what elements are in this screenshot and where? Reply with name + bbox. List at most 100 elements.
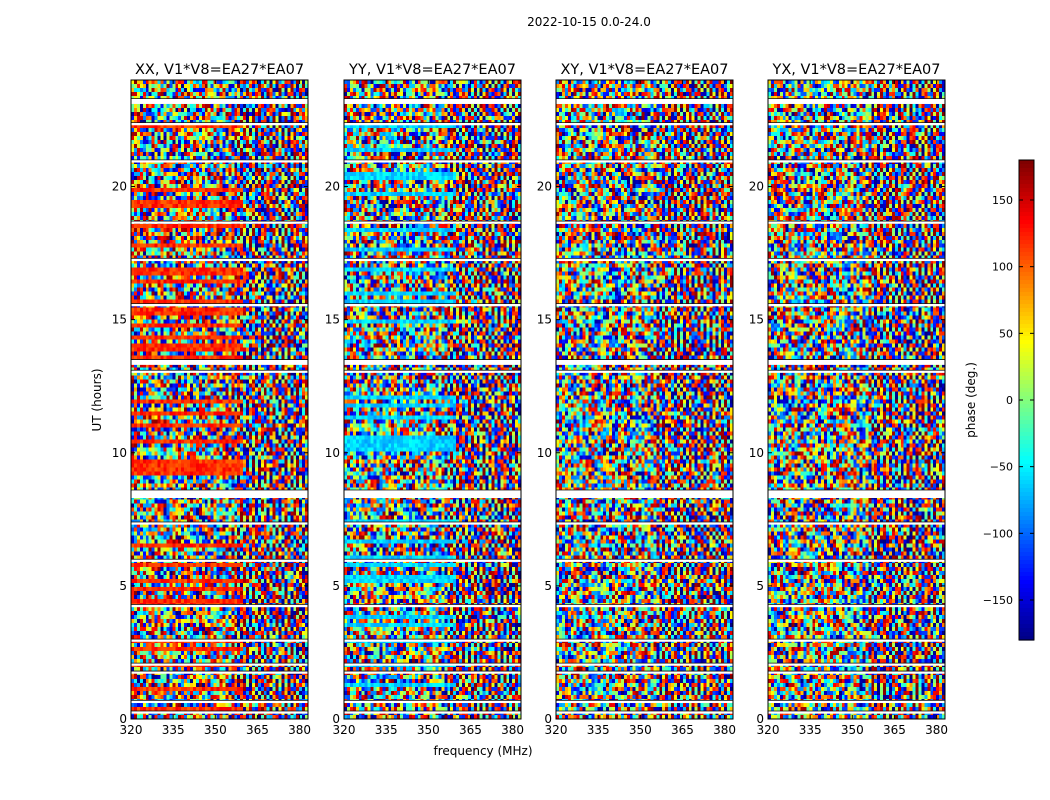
- colorbar-segment: [1019, 188, 1034, 193]
- colorbar-segment: [1019, 404, 1034, 409]
- colorbar-segment: [1019, 400, 1034, 405]
- colorbar-segment: [1019, 216, 1034, 221]
- x-tick-label: 380: [288, 723, 311, 737]
- colorbar-segment: [1019, 296, 1034, 301]
- colorbar-segment: [1019, 212, 1034, 217]
- colorbar-segment: [1019, 376, 1034, 381]
- flagged-band: [768, 221, 945, 224]
- colorbar-segment: [1019, 352, 1034, 357]
- colorbar-segment: [1019, 536, 1034, 541]
- flagged-band: [556, 663, 733, 666]
- colorbar-segment: [1019, 448, 1034, 453]
- flagged-band: [768, 700, 945, 704]
- colorbar-segment: [1019, 540, 1034, 545]
- colorbar-segment: [1019, 428, 1034, 433]
- y-tick-label: 10: [749, 446, 764, 460]
- x-tick-label: 365: [671, 723, 694, 737]
- colorbar-segment: [1019, 364, 1034, 369]
- panel-frame: [555, 79, 734, 720]
- flagged-band: [344, 370, 521, 373]
- colorbar-segment: [1019, 264, 1034, 269]
- y-tick-label: 10: [537, 446, 552, 460]
- colorbar-segment: [1019, 236, 1034, 241]
- flagged-band: [768, 159, 945, 163]
- colorbar-segment: [1019, 484, 1034, 489]
- colorbar-segment: [1019, 600, 1034, 605]
- colorbar-segment: [1019, 436, 1034, 441]
- flagged-band: [344, 639, 521, 642]
- x-tick-label: 365: [883, 723, 906, 737]
- colorbar-segment: [1019, 348, 1034, 353]
- colorbar-segment: [1019, 488, 1034, 493]
- colorbar-segment: [1019, 336, 1034, 341]
- flagged-band: [344, 159, 521, 163]
- colorbar-segment: [1019, 620, 1034, 625]
- colorbar-segment: [1019, 556, 1034, 561]
- colorbar-tick-label: 100: [992, 261, 1013, 274]
- colorbar: 150 100 50 0 −50 −100 −150: [983, 159, 1035, 641]
- flagged-band: [131, 490, 308, 499]
- flagged-band: [344, 98, 521, 104]
- panel-frame: [130, 79, 309, 720]
- phase-heatmap: [768, 80, 945, 719]
- flagged-band: [556, 303, 733, 307]
- colorbar-segment: [1019, 576, 1034, 581]
- flagged-band: [131, 370, 308, 373]
- colorbar-segment: [1019, 420, 1034, 425]
- colorbar-segment: [1019, 316, 1034, 321]
- panel-frame: [767, 79, 946, 720]
- colorbar-segment: [1019, 192, 1034, 197]
- colorbar-segment: [1019, 272, 1034, 277]
- flagged-band: [131, 663, 308, 666]
- x-tick-label: 350: [629, 723, 652, 737]
- y-tick-label: 0: [119, 712, 127, 726]
- flagged-band: [556, 122, 733, 126]
- flagged-band: [344, 258, 521, 262]
- y-tick-label: 5: [332, 579, 340, 593]
- colorbar-segment: [1019, 372, 1034, 377]
- flagged-band: [768, 490, 945, 499]
- flagged-band: [131, 711, 308, 714]
- flagged-band: [131, 221, 308, 224]
- colorbar-segment: [1019, 384, 1034, 389]
- colorbar-segment: [1019, 184, 1034, 189]
- flagged-band: [768, 639, 945, 642]
- colorbar-segment: [1019, 632, 1034, 637]
- colorbar-segment: [1019, 504, 1034, 509]
- flagged-band: [344, 604, 521, 608]
- colorbar-segment: [1019, 636, 1034, 641]
- flagged-band: [131, 122, 308, 126]
- colorbar-segment: [1019, 284, 1034, 289]
- x-tick-label: 320: [120, 723, 143, 737]
- colorbar-segment: [1019, 492, 1034, 497]
- colorbar-tick-label: −150: [983, 594, 1013, 607]
- flagged-band: [556, 370, 733, 373]
- flagged-band: [768, 122, 945, 126]
- x-tick-label: 350: [841, 723, 864, 737]
- colorbar-segment: [1019, 452, 1034, 457]
- colorbar-segment: [1019, 444, 1034, 449]
- colorbar-segment: [1019, 244, 1034, 249]
- flagged-band: [131, 671, 308, 674]
- y-tick-label: 15: [112, 313, 127, 327]
- y-tick-label: 15: [325, 313, 340, 327]
- flagged-band: [556, 521, 733, 525]
- colorbar-segment: [1019, 524, 1034, 529]
- y-tick-label: 5: [119, 579, 127, 593]
- flagged-band: [556, 159, 733, 163]
- flagged-band: [344, 700, 521, 704]
- flagged-band: [344, 671, 521, 674]
- y-tick-label: 20: [325, 180, 340, 194]
- colorbar-segment: [1019, 276, 1034, 281]
- colorbar-segment: [1019, 396, 1034, 401]
- colorbar-segment: [1019, 320, 1034, 325]
- colorbar-segment: [1019, 416, 1034, 421]
- flagged-band: [768, 359, 945, 365]
- colorbar-segment: [1019, 324, 1034, 329]
- colorbar-segment: [1019, 204, 1034, 209]
- colorbar-segment: [1019, 196, 1034, 201]
- x-tick-label: 335: [799, 723, 822, 737]
- x-tick-label: 380: [925, 723, 948, 737]
- colorbar-segment: [1019, 412, 1034, 417]
